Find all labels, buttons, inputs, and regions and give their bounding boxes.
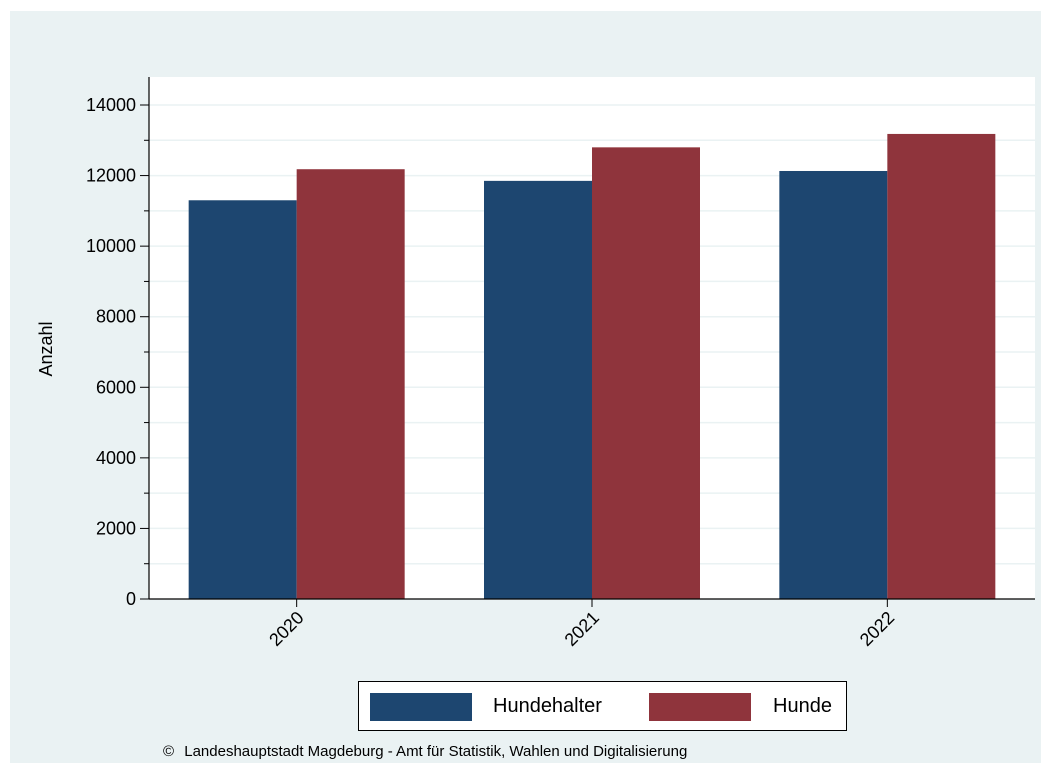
bar-hundehalter-2022 [779, 170, 888, 599]
y-tick-label: 14000 [86, 95, 136, 115]
x-tick-labels: 2020 2021 2022 [265, 608, 898, 650]
bars [188, 133, 996, 600]
x-tick-label: 2021 [561, 608, 603, 650]
x-tick-label: 2020 [265, 608, 307, 650]
y-tick-label: 0 [126, 589, 136, 609]
legend-label-hundehalter: Hundehalter [493, 695, 602, 717]
legend: Hundehalter Hunde [358, 681, 847, 731]
y-tick-label: 12000 [86, 166, 136, 186]
legend-label-hunde: Hunde [773, 695, 832, 717]
y-tick-labels: 0 2000 4000 6000 8000 10000 12000 14000 [86, 95, 136, 609]
bar-hunde-2022 [887, 133, 996, 599]
chart-frame: 0 2000 4000 6000 8000 10000 12000 14000 2020 202… [10, 11, 1041, 763]
legend-swatch-hunde [649, 693, 751, 721]
bar-hundehalter-2020 [188, 200, 297, 599]
bar-hunde-2020 [296, 169, 405, 599]
bar-hunde-2021 [592, 147, 700, 600]
copyright-text: Landeshauptstadt Magdeburg - Amt für Sta… [184, 743, 688, 760]
copyright-note: © Landeshauptstadt Magdeburg - Amt für S… [163, 743, 687, 760]
bar-hundehalter-2021 [484, 180, 592, 599]
y-tick-label: 6000 [96, 377, 136, 397]
legend-swatch-hundehalter [370, 693, 472, 721]
x-tick-label: 2022 [856, 608, 898, 650]
y-tick-label: 8000 [96, 307, 136, 327]
axes [140, 77, 1035, 607]
y-tick-label: 4000 [96, 448, 136, 468]
y-axis-title: Anzahl [36, 321, 56, 376]
y-tick-label: 2000 [96, 518, 136, 538]
copyright-symbol: © [163, 743, 175, 760]
y-tick-label: 10000 [86, 236, 136, 256]
